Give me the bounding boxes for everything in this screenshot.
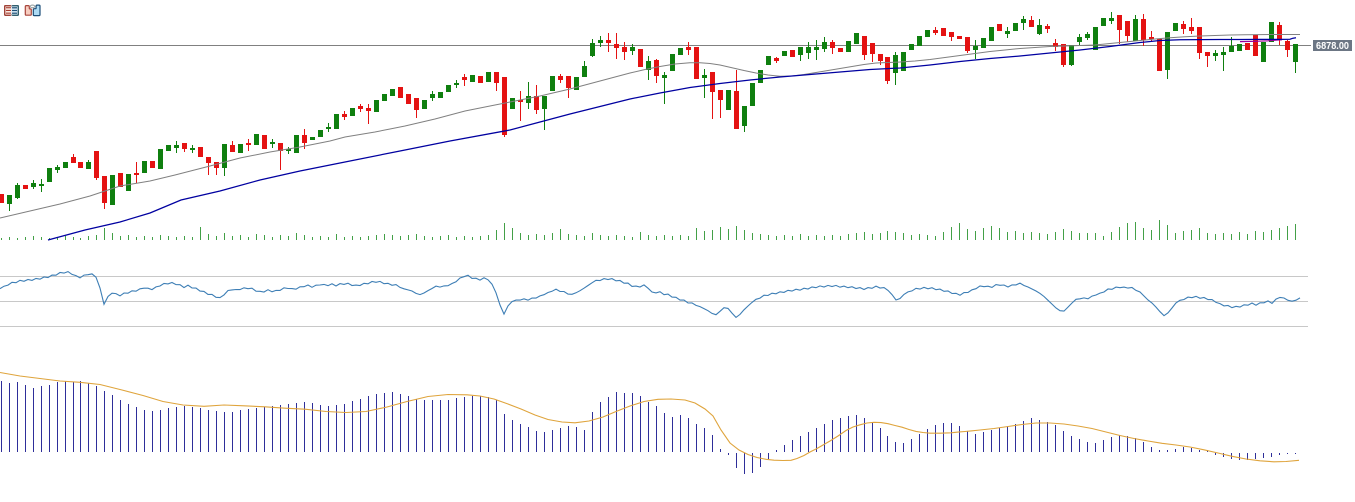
svg-text:6878.00: 6878.00	[1316, 41, 1349, 52]
